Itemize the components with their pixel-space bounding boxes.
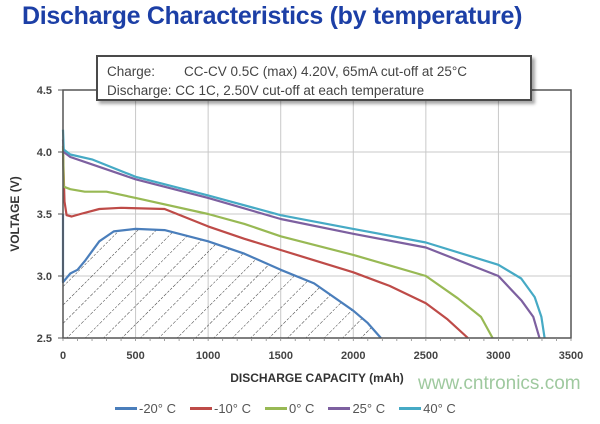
x-tick-label: 1000	[196, 350, 220, 362]
legend-swatch	[399, 407, 422, 410]
y-tick-label: 4.0	[37, 147, 52, 159]
series-line-25C	[61, 139, 541, 339]
test-conditions-box: Charge: CC-CV 0.5C (max) 4.20V, 65mA cut-…	[96, 55, 532, 101]
series-line-minus10C	[61, 151, 469, 339]
y-tick-label: 3.0	[37, 271, 52, 283]
legend-label: -10° C	[214, 401, 251, 416]
x-axis-label: DISCHARGE CAPACITY (mAh)	[230, 371, 404, 385]
x-tick-label: 2000	[341, 350, 365, 362]
watermark: www.cntronics.com	[418, 373, 581, 394]
x-tick-label: 2500	[414, 350, 438, 362]
legend-label: 40° C	[423, 401, 456, 416]
x-tick-label: 1500	[268, 350, 292, 362]
charge-text: CC-CV 0.5C (max) 4.20V, 65mA cut-off at …	[184, 64, 468, 79]
charge-label: Charge:	[107, 64, 156, 79]
legend-label: 25° C	[352, 401, 386, 416]
legend-swatch	[115, 407, 137, 410]
legend-item: 40° C	[399, 401, 456, 416]
series-line-0C	[61, 145, 494, 339]
legend-swatch	[190, 407, 212, 410]
chart-title: Discharge Characteristics (by temperatur…	[22, 2, 523, 30]
series-line-minus20C	[61, 214, 382, 339]
x-tick-label: 500	[126, 350, 144, 362]
x-tick-label: 3000	[486, 350, 510, 362]
series-lines	[61, 129, 546, 339]
y-tick-label: 3.5	[37, 209, 52, 221]
ticks: 0 500 1000 1500 2000 2500 3000 3500 2.5 3.0 3.5 4.0…	[37, 85, 584, 362]
discharge-label: Discharge:	[107, 83, 172, 98]
series-line-40C	[61, 129, 546, 339]
legend-label: -20° C	[139, 401, 176, 416]
y-tick-label: 2.5	[37, 333, 52, 345]
y-axis-label: VOLTAGE (V)	[8, 176, 22, 252]
legend-item: 25° C	[328, 401, 385, 416]
legend-swatch	[328, 407, 351, 410]
legend-swatch	[265, 407, 287, 410]
legend-item: -10° C	[190, 401, 251, 416]
y-tick-label: 4.5	[37, 85, 52, 97]
legend-item: -20° C	[115, 401, 176, 416]
x-tick-label: 0	[60, 350, 66, 362]
legend-item: 0° C	[265, 401, 314, 416]
hatched-area-minus20	[63, 228, 381, 338]
legend-label: 0° C	[289, 401, 315, 416]
x-tick-label: 3500	[559, 350, 583, 362]
discharge-text: CC 1C, 2.50V cut-off at each temperature	[175, 83, 425, 98]
legend: -20° C -10° C 0° C 25° C 40° C	[115, 401, 456, 416]
